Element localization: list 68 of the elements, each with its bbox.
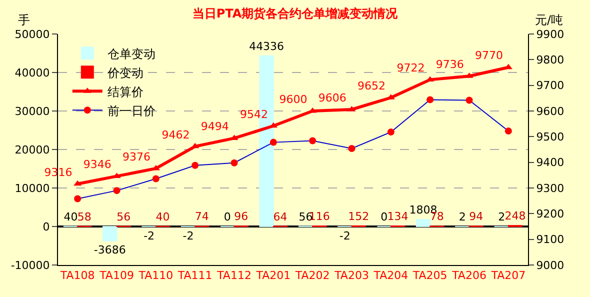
x-tick-label: TA112 xyxy=(216,269,252,282)
data-label: 40 xyxy=(156,210,170,224)
y2-tick-label: 9900 xyxy=(536,28,564,41)
x-tick-label: TA204 xyxy=(372,269,408,282)
data-label: 2 xyxy=(458,210,466,224)
data-label: 78 xyxy=(430,210,444,224)
y2-tick-label: 9000 xyxy=(536,258,564,272)
data-label: -2 xyxy=(144,230,155,243)
y2-tick-label: 9600 xyxy=(536,104,564,118)
y-tick-label: -10000 xyxy=(10,258,50,272)
data-label: 0 xyxy=(224,210,231,224)
y2-axis-title: 元/吨 xyxy=(535,13,564,27)
x-tick-label: TA111 xyxy=(176,269,212,282)
legend-label: 价变动 xyxy=(106,66,144,80)
data-label: -3686 xyxy=(94,244,126,257)
legend-label: 前一日价 xyxy=(107,104,156,118)
y2-tick-label: 9200 xyxy=(536,208,564,221)
data-label: 9600 xyxy=(279,92,308,106)
data-label: 152 xyxy=(348,210,370,223)
data-label: 9652 xyxy=(358,80,386,93)
y2-tick-label: 9700 xyxy=(536,79,564,92)
y-tick-label: 30000 xyxy=(14,104,50,118)
data-label: 94 xyxy=(469,210,484,224)
data-label: 9736 xyxy=(436,58,464,71)
y-tick-label: 10000 xyxy=(14,182,50,195)
data-label: 64 xyxy=(273,210,288,224)
legend-label: 结算价 xyxy=(107,84,144,99)
data-label: 134 xyxy=(387,210,408,223)
data-label: 9494 xyxy=(200,120,229,134)
data-label: 248 xyxy=(504,210,526,223)
data-label: 40 xyxy=(64,210,78,224)
data-label: -2 xyxy=(182,230,194,243)
data-label: 44336 xyxy=(249,40,284,53)
data-label: 9542 xyxy=(240,108,268,121)
y2-tick-label: 9400 xyxy=(536,156,564,170)
y2-tick-label: 9100 xyxy=(536,233,564,246)
chart-title: 当日PTA期货各合约仓单增减变动情况 xyxy=(192,6,399,20)
x-tick-label: TA110 xyxy=(138,269,174,282)
y-tick-label: 40000 xyxy=(14,66,50,80)
legend-label: 仓单变动 xyxy=(107,46,156,61)
y2-tick-label: 9500 xyxy=(536,130,564,144)
data-label: 58 xyxy=(77,210,92,224)
y-tick-label: 50000 xyxy=(14,28,50,41)
x-tick-label: TA205 xyxy=(412,269,448,282)
x-tick-label: TA207 xyxy=(490,269,526,282)
y-tick-label: 0 xyxy=(42,220,50,234)
x-tick-label: TA203 xyxy=(334,269,369,282)
data-label: 9770 xyxy=(475,49,504,62)
x-tick-label: TA109 xyxy=(98,269,134,282)
y-tick-label: 20000 xyxy=(14,143,50,156)
data-label: 9462 xyxy=(162,128,190,142)
data-label: 9376 xyxy=(122,150,151,164)
x-tick-label: TA202 xyxy=(294,269,330,282)
data-label: 74 xyxy=(194,210,209,224)
data-label: 56 xyxy=(116,210,131,224)
data-label: 96 xyxy=(234,210,248,224)
data-label: 9346 xyxy=(83,158,112,172)
data-label: 0 xyxy=(380,210,388,224)
y2-tick-label: 9800 xyxy=(536,54,564,67)
data-label: 2 xyxy=(498,210,506,224)
y2-tick-label: 9300 xyxy=(536,182,564,195)
data-label: 9606 xyxy=(318,91,346,104)
data-label: -2 xyxy=(339,230,350,243)
y-axis-title: 手 xyxy=(18,13,30,27)
x-tick-label: TA108 xyxy=(59,269,95,282)
x-tick-label: TA201 xyxy=(255,269,291,282)
data-label: 9722 xyxy=(396,62,425,75)
x-tick-label: TA206 xyxy=(451,269,486,282)
